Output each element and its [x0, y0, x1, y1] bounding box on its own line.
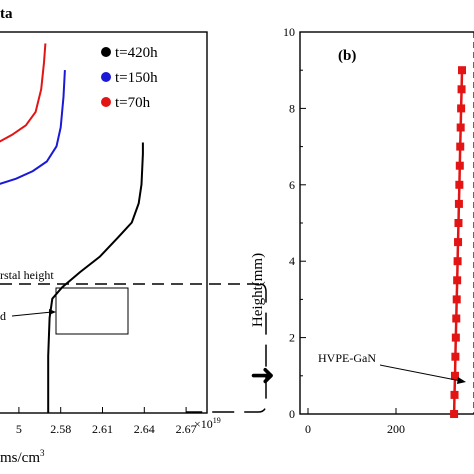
x-multiplier: ×1019: [194, 416, 221, 431]
left-panel: ta 5 2.58 2.61 2.64 2.67 t=420h t=150h t=70h…: [0, 6, 267, 466]
zoom-pointer-head: [49, 309, 56, 315]
right-series-marker: [457, 85, 466, 94]
right-y-tick-label: 10: [283, 25, 295, 39]
right-y-tick-label: 2: [289, 331, 295, 345]
right-series-marker: [456, 123, 465, 132]
right-y-axis-label: Height(mm): [250, 253, 266, 327]
right-x-ticks: 0 200: [305, 408, 405, 436]
left-title-fragment: ta: [0, 6, 13, 22]
right-series-marker: [451, 352, 460, 361]
right-y-ticks: 0 2 4 6 8 10: [283, 25, 306, 421]
right-x-tick-label: 200: [387, 422, 405, 436]
arrow-right-icon: ➜: [250, 359, 275, 392]
left-x-tick-label: 2.58: [50, 422, 71, 436]
crystal-height-label: rstal height: [0, 268, 54, 282]
right-series-marker: [454, 199, 463, 208]
right-series-marker: [454, 238, 463, 247]
left-series-group: [0, 43, 144, 413]
right-series-marker: [450, 410, 459, 418]
right-series-marker: [457, 104, 466, 113]
series-line-70h: [0, 43, 47, 143]
right-y-tick-label: 8: [289, 101, 295, 115]
left-x-tick-label: 2.61: [92, 422, 113, 436]
right-panel: 0 2 4 6 8 10 0 200 (b) Height(mm) HVPE-GaN: [250, 25, 474, 436]
right-series-marker: [455, 161, 464, 170]
right-series-marker: [452, 314, 461, 323]
zoom-pointer-line: [11, 311, 53, 317]
right-y-tick-label: 6: [289, 178, 295, 192]
zoom-label-fragment: d: [0, 309, 6, 323]
legend-label-150h: t=150h: [115, 70, 158, 86]
left-legend: t=420h t=150h t=70h: [101, 45, 158, 111]
legend-marker-150h: [101, 72, 111, 82]
right-series-group: [450, 66, 466, 418]
hvpe-pointer-head: [457, 377, 466, 384]
zoom-box: [55, 287, 129, 335]
hvpe-pointer-line: [379, 364, 462, 382]
left-x-tick-label: 2.64: [134, 422, 155, 436]
left-x-ticks: 5 2.58 2.61 2.64 2.67: [16, 407, 197, 436]
right-series-marker: [453, 276, 462, 285]
series-line-420h: [47, 142, 144, 413]
right-series-marker: [454, 219, 463, 227]
legend-label-420h: t=420h: [115, 45, 158, 61]
legend-marker-70h: [101, 97, 111, 107]
right-series-marker: [450, 371, 459, 380]
right-series-marker: [451, 333, 460, 342]
left-plot-frame: [0, 31, 208, 414]
panel-label-b: (b): [338, 48, 356, 64]
right-series-marker: [458, 66, 466, 75]
right-x-tick-label: 0: [305, 422, 311, 436]
zoom-bracket: [186, 283, 267, 413]
right-series-marker: [455, 180, 464, 189]
right-series-marker: [456, 142, 465, 151]
legend-label-70h: t=70h: [115, 95, 151, 111]
hvpe-gan-label: HVPE-GaN: [318, 351, 376, 365]
legend-marker-420h: [101, 47, 111, 57]
right-series-marker: [452, 295, 461, 304]
right-y-tick-label: 4: [289, 254, 295, 268]
left-x-axis-label: ms/cm3: [0, 448, 45, 466]
series-line-150h: [0, 70, 66, 185]
left-x-tick-label: 2.67: [176, 422, 197, 436]
right-y-tick-label: 0: [289, 407, 295, 421]
right-series-marker: [450, 390, 459, 399]
left-x-tick-label: 5: [16, 422, 22, 436]
right-series-marker: [453, 257, 462, 266]
